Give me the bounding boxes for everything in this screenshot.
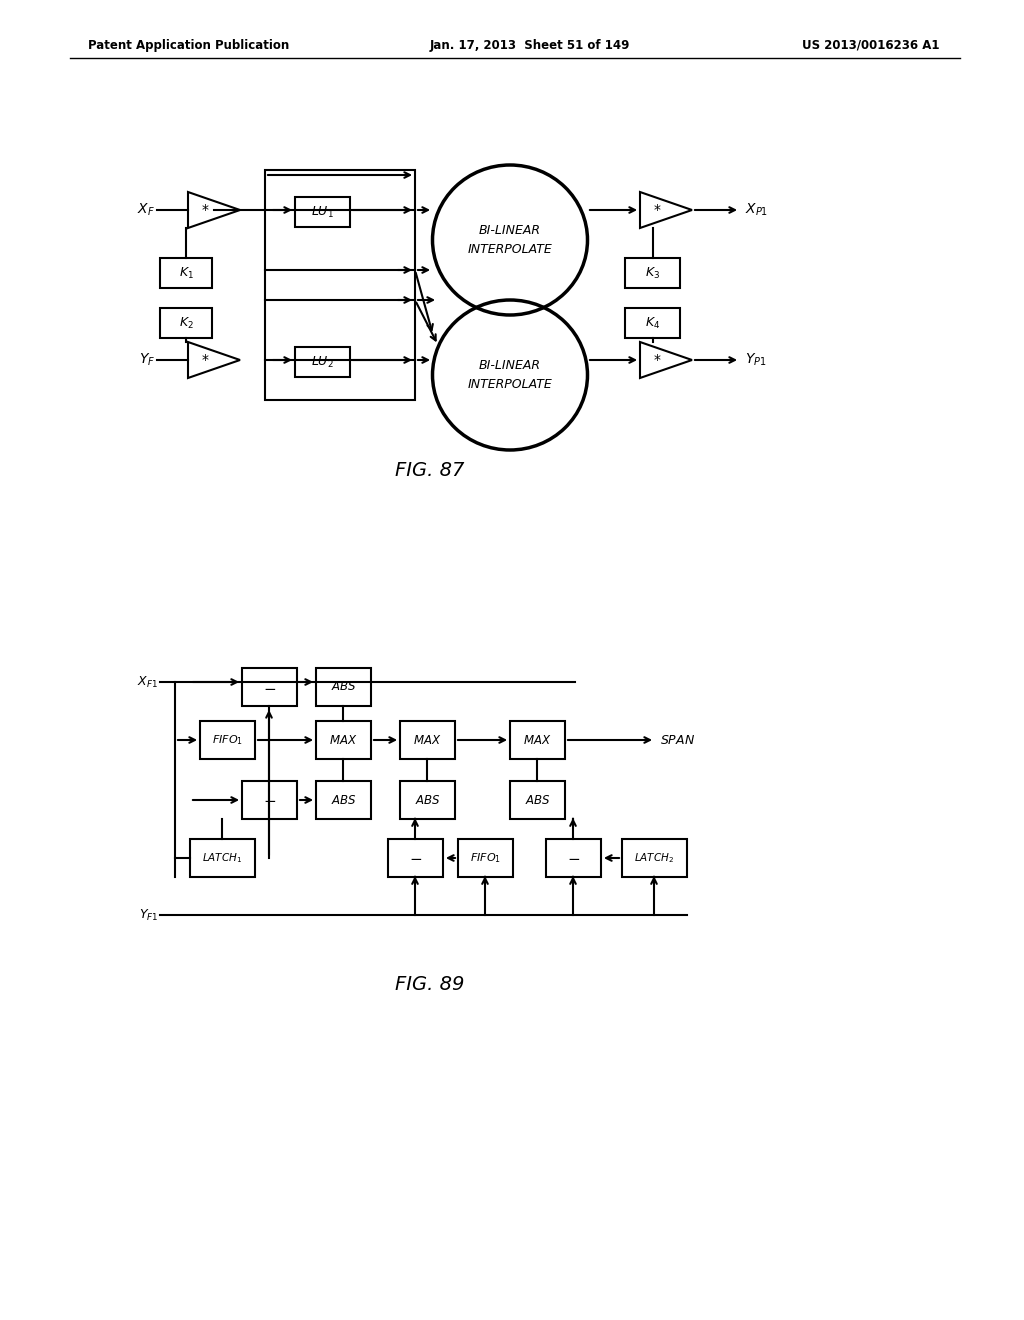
Text: $K_1$: $K_1$ [178,265,194,281]
Text: Patent Application Publication: Patent Application Publication [88,38,289,51]
Text: BI-LINEAR
INTERPOLATE: BI-LINEAR INTERPOLATE [468,359,552,391]
Text: Jan. 17, 2013  Sheet 51 of 149: Jan. 17, 2013 Sheet 51 of 149 [430,38,631,51]
Bar [625,308,680,338]
Bar [160,308,212,338]
Text: $LATCH_1$: $LATCH_1$ [203,851,243,865]
Text: $X_F$: $X_F$ [137,202,155,218]
Bar [458,840,513,876]
Bar [200,721,255,759]
Text: $-$: $-$ [409,850,422,866]
Bar [316,781,371,818]
Bar [316,721,371,759]
Text: $Y_{F1}$: $Y_{F1}$ [138,907,158,923]
Text: $X_{P1}$: $X_{P1}$ [745,202,768,218]
Text: $K_2$: $K_2$ [178,315,194,330]
Bar [242,668,297,706]
Text: $FIFO_1$: $FIFO_1$ [212,733,243,747]
Bar [242,781,297,818]
Text: $LU_1$: $LU_1$ [311,205,334,219]
Bar [546,840,601,876]
Text: *: * [653,203,660,216]
Text: $ABS$: $ABS$ [331,793,356,807]
Text: $-$: $-$ [567,850,580,866]
Text: $-$: $-$ [263,792,276,808]
Bar [510,781,565,818]
Text: $K_3$: $K_3$ [645,265,660,281]
Text: $LU_2$: $LU_2$ [311,355,334,370]
Text: FIG. 87: FIG. 87 [395,461,465,479]
Text: *: * [653,352,660,367]
Text: $MAX$: $MAX$ [330,734,357,747]
Text: $Y_F$: $Y_F$ [139,352,155,368]
Bar [400,721,455,759]
Text: *: * [202,203,209,216]
Bar [160,257,212,288]
Text: BI-LINEAR
INTERPOLATE: BI-LINEAR INTERPOLATE [468,224,552,256]
Text: *: * [202,352,209,367]
Text: $SPAN$: $SPAN$ [660,734,695,747]
Text: $Y_{P1}$: $Y_{P1}$ [745,352,767,368]
Text: $ABS$: $ABS$ [331,681,356,693]
Bar [510,721,565,759]
Bar [400,781,455,818]
Bar [295,347,350,378]
Text: $MAX$: $MAX$ [414,734,441,747]
Text: $MAX$: $MAX$ [523,734,552,747]
Text: $X_{F1}$: $X_{F1}$ [137,675,158,689]
Text: $ABS$: $ABS$ [524,793,551,807]
Text: US 2013/0016236 A1: US 2013/0016236 A1 [803,38,940,51]
Bar [622,840,687,876]
Text: $FIFO_1$: $FIFO_1$ [470,851,501,865]
Text: $-$: $-$ [263,680,276,694]
Text: $LATCH_2$: $LATCH_2$ [635,851,675,865]
Bar [265,170,415,400]
Text: FIG. 89: FIG. 89 [395,975,465,994]
Bar [295,197,350,227]
Text: $ABS$: $ABS$ [415,793,440,807]
Text: $K_4$: $K_4$ [645,315,660,330]
Bar [190,840,255,876]
Bar [316,668,371,706]
Bar [625,257,680,288]
Bar [388,840,443,876]
